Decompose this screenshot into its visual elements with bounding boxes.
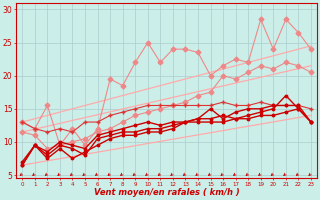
X-axis label: Vent moyen/en rafales ( km/h ): Vent moyen/en rafales ( km/h ) bbox=[94, 188, 239, 197]
